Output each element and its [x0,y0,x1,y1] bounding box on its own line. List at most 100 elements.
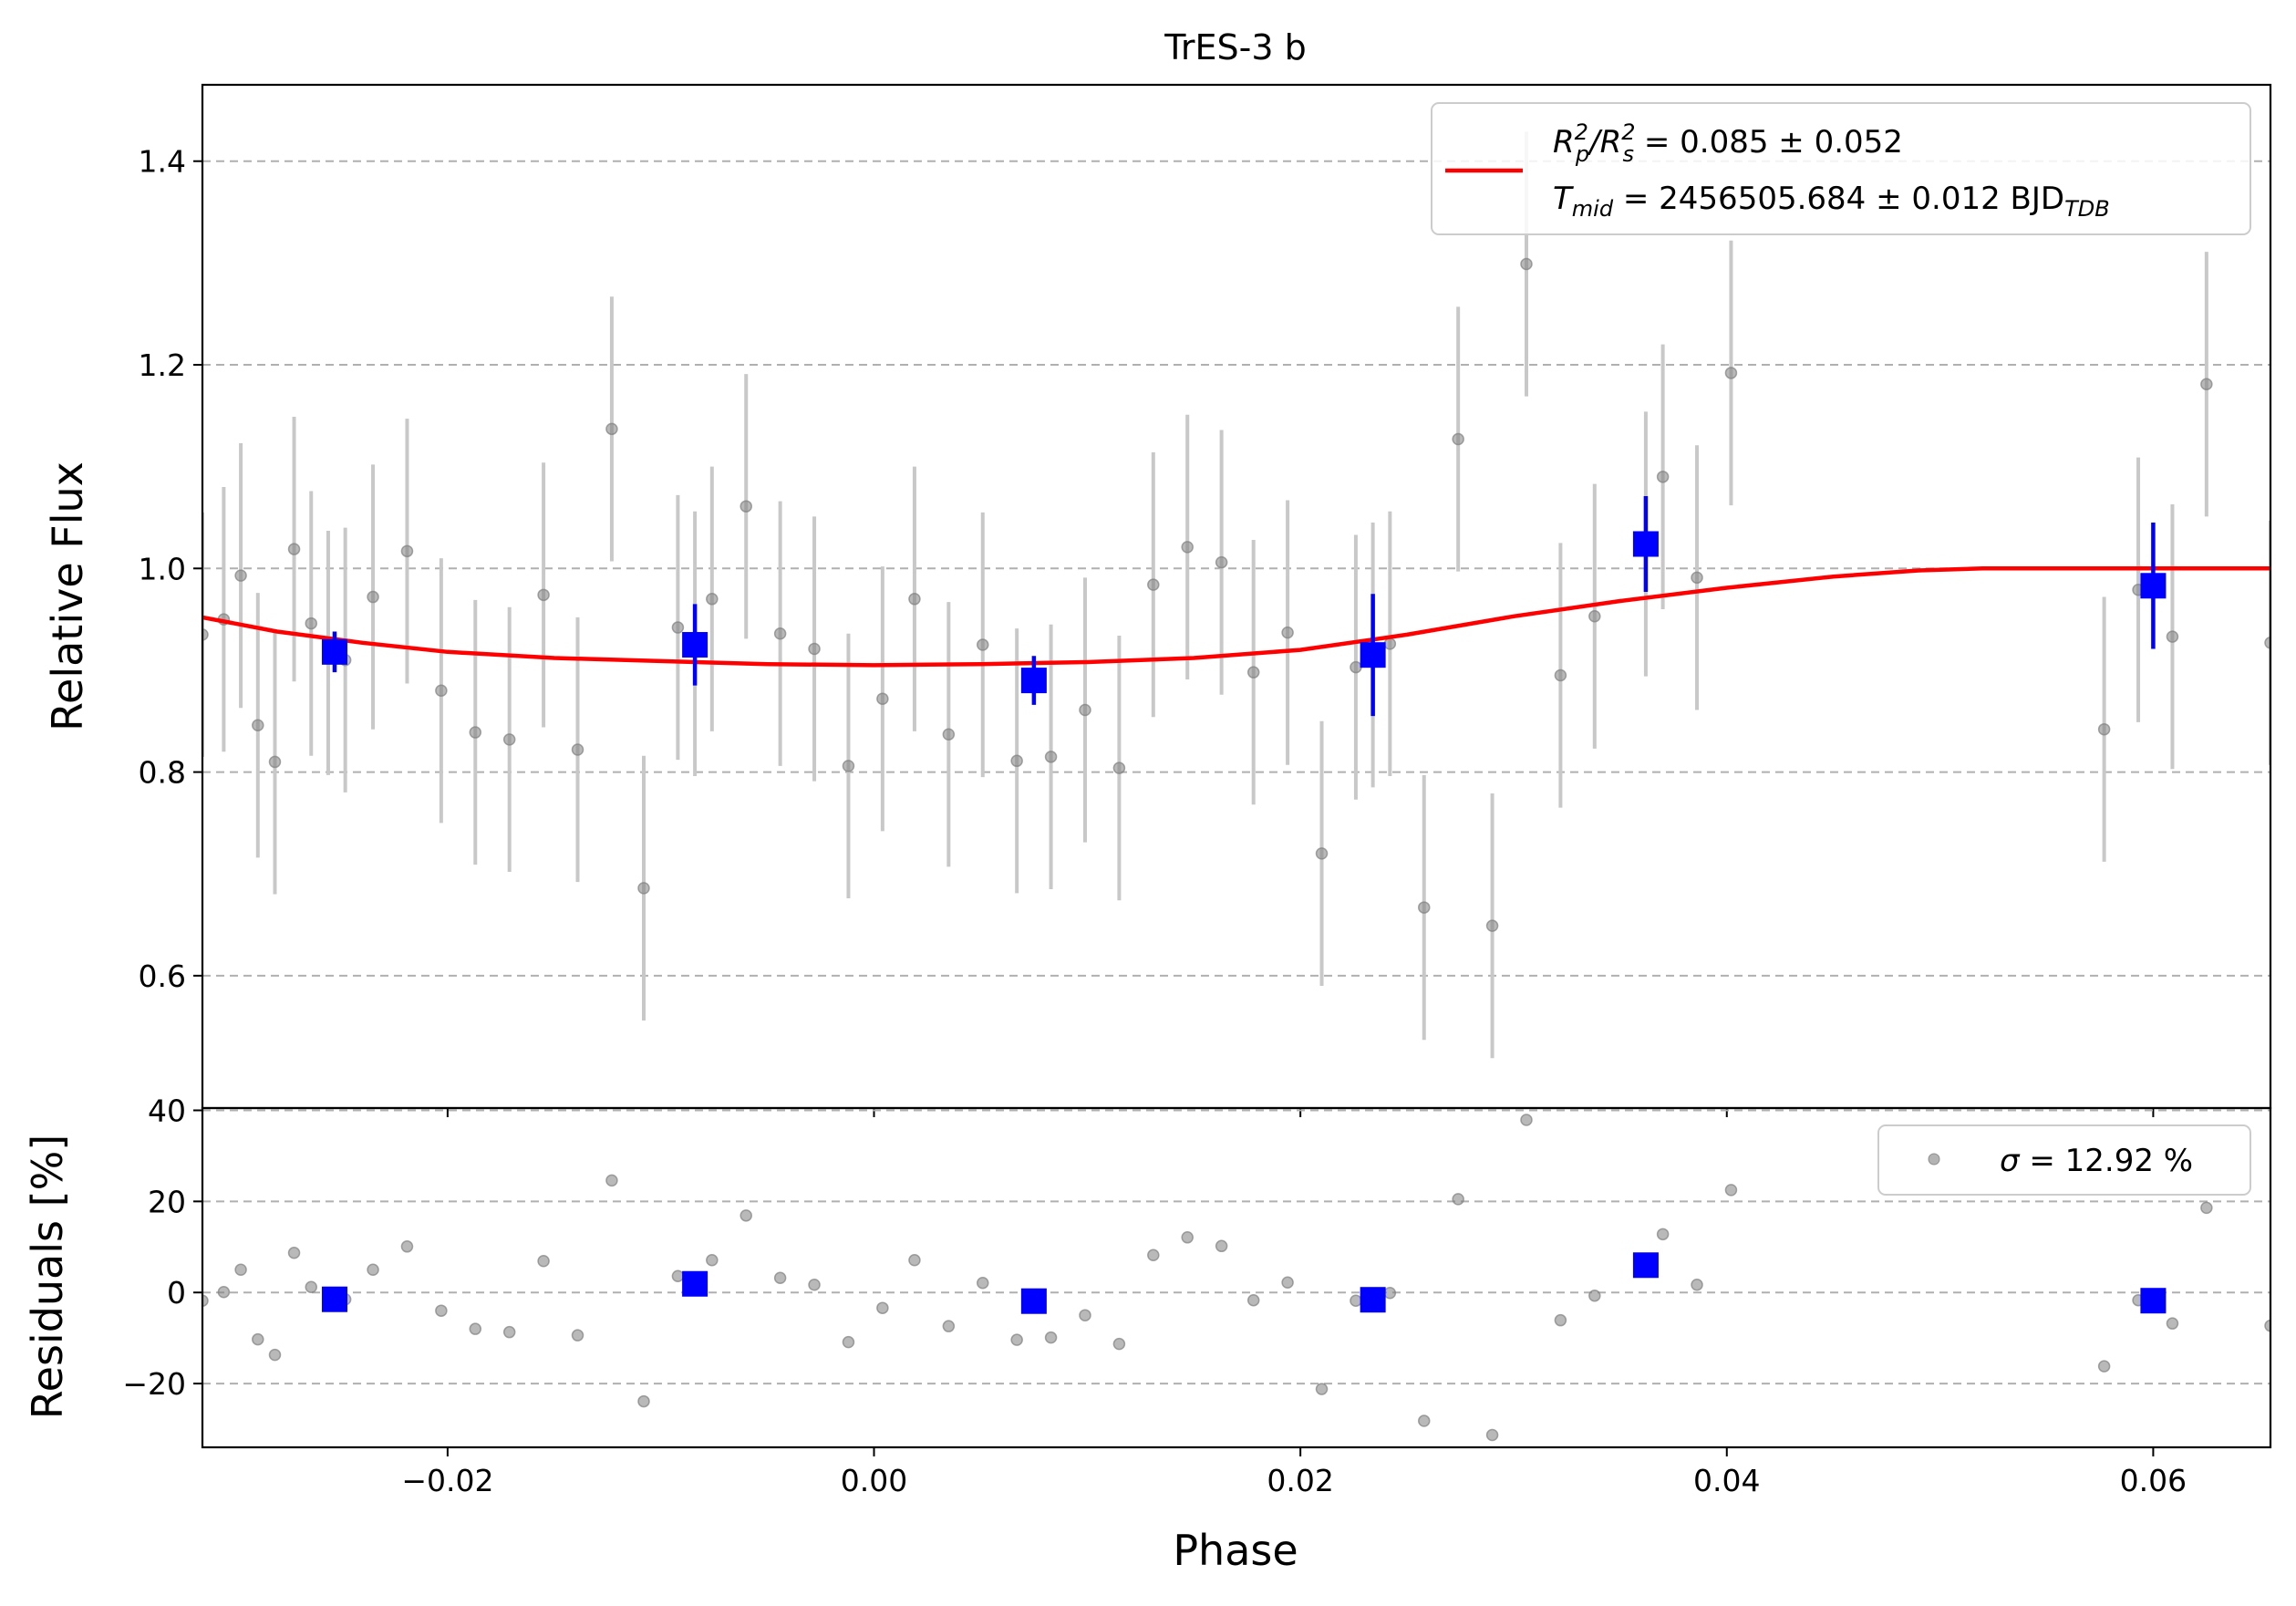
main-legend-box [1431,102,2251,235]
residual-point [435,1304,448,1317]
y-tick-label: 0.6 [139,958,186,994]
raw-point [1520,257,1533,271]
x-tick-label: 0.02 [1267,1463,1333,1498]
main-legend: R2 p/R2 s = 0.085 ± 0.052 Tmid = 2456505.6… [1431,102,2251,235]
y-tick-label: 20 [148,1184,186,1219]
raw-point [1215,555,1228,569]
residual-point [2264,1319,2270,1332]
residual-point [202,1294,209,1307]
legend-tmid-unit-sub: TDB [2064,196,2110,222]
y-tick-label: 0 [167,1275,186,1311]
legend-rs-sup: 2 [1621,119,1635,145]
raw-point [1044,751,1058,763]
residual-point [942,1320,956,1332]
raw-point [400,544,414,558]
residual-point [908,1254,921,1267]
raw-point [942,728,956,741]
main-y-ticks: 0.6 0.8 1.0 1.2 1.4 [139,144,202,994]
legend-rs-sub: s [1623,141,1635,167]
legend-rp-sup: 2 [1575,119,1588,145]
raw-point [908,593,921,606]
raw-point [1112,762,1126,774]
residual-point [234,1263,247,1277]
residual-point [1452,1193,1464,1206]
residual-binned-point [321,1286,347,1312]
residual-binned-point [2140,1288,2167,1314]
legend-sigma-symbol: σ [2000,1143,2021,1179]
binned-point [321,638,347,665]
legend-tmid-label: Tmid = 2456505.684 ± 0.012 BJDTDB [1553,181,2110,222]
residual-point [2166,1317,2179,1330]
raw-point [469,726,482,739]
raw-point [435,684,448,698]
residual-point [1315,1383,1329,1395]
main-binned-points [321,496,2167,717]
raw-point [1485,919,1499,932]
x-tick-label: 0.04 [1693,1463,1760,1498]
raw-point [1452,432,1464,446]
raw-point [1656,471,1670,483]
raw-point [876,692,889,705]
raw-point [1010,754,1023,768]
legend-residual-marker-icon [1928,1153,1940,1166]
raw-point [537,588,550,602]
residual-point [469,1322,482,1335]
residual-binned-point [1632,1252,1659,1279]
raw-point [2097,722,2111,736]
raw-point [1246,666,1260,679]
main-model-curve [202,566,2270,668]
residual-binned-point [1020,1288,1047,1314]
raw-point [1554,668,1567,682]
residual-point [1520,1114,1533,1126]
chart-title: TrES-3 b [1164,27,1306,67]
residuals-y-axis-label: Residuals [%] [23,1135,72,1419]
residual-point [1485,1428,1499,1442]
residual-point [1010,1333,1023,1346]
model-curve [202,566,2270,668]
residual-point [2097,1360,2111,1373]
binned-point [1020,668,1047,694]
residual-point [1281,1276,1294,1289]
legend-sigma-value: = 12.92 % [2020,1143,2194,1179]
legend-rp-rs-label: R2 p/R2 s = 0.085 ± 0.052 [1553,119,1903,167]
residual-point [1181,1231,1194,1244]
raw-point [1418,901,1431,914]
raw-point [234,569,247,582]
residuals-legend-box [1877,1124,2251,1196]
raw-point [2166,630,2179,643]
residual-point [1724,1184,1738,1197]
raw-point [1350,660,1362,674]
raw-point [2200,378,2213,390]
residual-binned-point [682,1270,708,1297]
legend-tmid-sub: mid [1572,196,1614,222]
legend-rp-sub: p [1575,141,1589,167]
residuals-panel: −20 0 20 40 −0.02 0.00 0.02 0.04 0.06 Residuals… [23,1093,2272,1575]
raw-point [706,593,719,606]
residual-point [876,1301,889,1314]
raw-point [1724,367,1738,379]
raw-point [1691,571,1703,585]
residual-point [1246,1293,1260,1307]
raw-point [739,500,752,513]
raw-point [268,755,282,769]
residual-point [367,1263,379,1277]
residual-point [217,1285,231,1299]
raw-point [367,590,379,604]
main-panel: 0.60.81.01.21.4 Relative Flux R2 p/R2 s = … [43,83,2272,1117]
residual-point [671,1269,685,1283]
residual-point [773,1271,787,1284]
residual-point [537,1255,550,1268]
residuals-gridlines [202,1109,2270,1385]
main-raw-points [202,131,2270,1059]
raw-point [1079,703,1091,717]
residuals-axes-frame [201,1106,2272,1449]
residual-point [502,1325,516,1339]
residual-point [977,1276,989,1290]
raw-point [1315,847,1329,860]
residual-point [287,1247,301,1259]
residual-point [842,1335,855,1349]
raw-point [808,642,821,656]
legend-tmid-symbol: T [1553,181,1574,217]
legend-rp-symbol: R [1553,124,1575,161]
